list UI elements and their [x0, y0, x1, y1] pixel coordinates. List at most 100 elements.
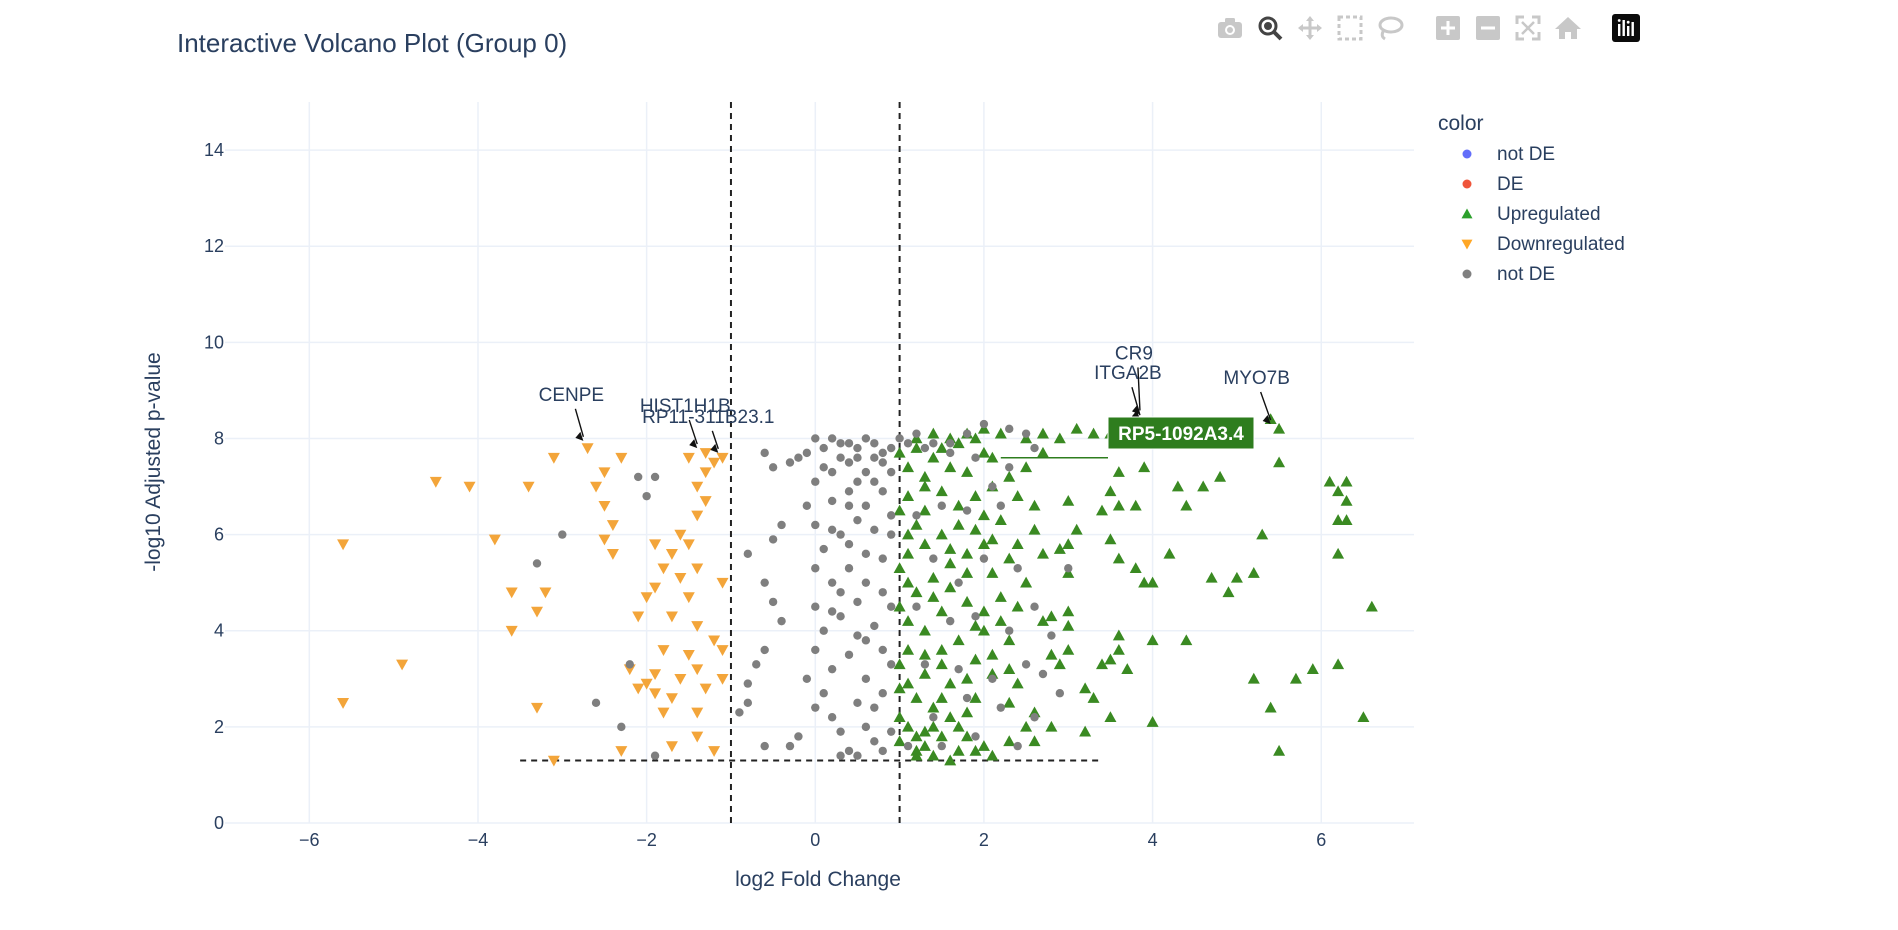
downregulated-point	[640, 678, 653, 690]
x-tick-label: 6	[1316, 830, 1326, 850]
not-de-point	[819, 463, 828, 472]
upregulated-point	[935, 658, 948, 670]
upregulated-point	[918, 725, 931, 737]
zoom-out-icon[interactable]	[1470, 11, 1506, 45]
not-de-point	[1021, 660, 1031, 669]
annotation-label: CR9	[1115, 343, 1153, 364]
not-de-point	[811, 434, 820, 443]
legend-item[interactable]: DE	[1462, 174, 1524, 195]
upregulated-point	[902, 528, 915, 540]
not-de-point	[946, 439, 955, 448]
upregulated-point	[1020, 576, 1033, 588]
upregulated-point	[1079, 682, 1092, 694]
upregulated-point	[1087, 427, 1100, 439]
upregulated-point	[1163, 547, 1176, 559]
upregulated-point	[1332, 547, 1345, 559]
lasso-select-icon[interactable]	[1372, 11, 1408, 45]
not-de-point	[844, 458, 854, 467]
upregulated-point	[1036, 615, 1049, 626]
downregulated-point	[657, 563, 670, 575]
upregulated-point	[902, 490, 915, 501]
upregulated-point	[918, 470, 931, 482]
upregulated-point	[1180, 499, 1193, 511]
y-axis-ticks: 0 2 4 6 8 10 12 14	[204, 140, 224, 833]
not-de-point	[962, 429, 972, 438]
not-de-point	[844, 540, 854, 549]
not-de-point	[836, 530, 845, 539]
legend-item[interactable]: Downregulated	[1461, 234, 1625, 255]
upregulated-point	[1332, 514, 1345, 525]
legend-marker	[1462, 149, 1472, 159]
not-de-point	[827, 713, 837, 722]
x-tick-label: 2	[979, 830, 989, 850]
upregulated-point	[1011, 677, 1024, 689]
upregulated-point	[910, 730, 923, 742]
legend-item[interactable]: not DE	[1462, 264, 1556, 285]
upregulated-point	[918, 667, 931, 679]
upregulated-point	[893, 658, 906, 670]
upregulated-point	[902, 615, 915, 626]
legend-item[interactable]: Upregulated	[1461, 204, 1601, 225]
not-de-point	[996, 501, 1006, 510]
upregulated-point	[994, 427, 1007, 439]
camera-icon[interactable]	[1212, 11, 1248, 45]
upregulated-point	[1112, 643, 1125, 655]
upregulated-point	[1053, 543, 1066, 554]
not-de-point	[1013, 564, 1022, 573]
not-de-point	[532, 559, 542, 568]
zoom-in-icon[interactable]	[1430, 11, 1466, 45]
upregulated-point	[1112, 629, 1125, 641]
upregulated-point	[893, 682, 906, 694]
box-select-icon[interactable]	[1332, 11, 1368, 45]
upregulated-point	[910, 518, 923, 530]
reset-axes-icon[interactable]	[1550, 11, 1586, 45]
upregulated-point	[918, 504, 931, 516]
upregulated-point	[1340, 494, 1353, 506]
downregulated-point	[539, 587, 552, 599]
upregulated-point	[935, 442, 948, 453]
upregulated-point	[893, 711, 906, 723]
downregulated-point	[674, 529, 687, 541]
upregulated-point	[935, 605, 948, 617]
downregulated-point	[488, 534, 501, 546]
not-de-point	[878, 689, 887, 698]
downregulated-point	[615, 452, 628, 464]
autoscale-icon[interactable]	[1510, 11, 1546, 45]
not-de-point	[650, 472, 660, 482]
downregulated-point	[699, 683, 712, 695]
upregulated-point	[893, 504, 906, 516]
upregulated-point	[1020, 461, 1033, 473]
upregulated-point	[1365, 600, 1378, 612]
upregulated-point	[935, 485, 948, 497]
upregulated-point	[986, 749, 999, 761]
not-de-point	[853, 477, 862, 486]
pan-icon[interactable]	[1292, 11, 1328, 45]
upregulated-point	[927, 427, 940, 439]
x-tick-label: −2	[636, 830, 657, 850]
upregulated-point	[1011, 538, 1024, 550]
upregulated-point	[1104, 653, 1117, 665]
not-de-point	[878, 458, 887, 467]
not-de-point	[819, 689, 828, 698]
not-de-point	[777, 520, 786, 530]
not-de-point	[886, 511, 896, 520]
legend-item[interactable]: not DE	[1462, 144, 1556, 165]
downregulated-point	[691, 664, 704, 676]
zoom-icon[interactable]	[1252, 11, 1288, 45]
upregulated-point	[1256, 528, 1269, 540]
upregulated-point	[1095, 658, 1108, 670]
not-de-point	[794, 453, 803, 462]
upregulated-point	[952, 634, 965, 646]
upregulated-point	[1332, 658, 1345, 670]
downregulated-point	[682, 452, 695, 464]
upregulated-point	[1079, 725, 1092, 737]
data-points[interactable]	[337, 413, 1378, 767]
not-de-point	[853, 631, 862, 640]
not-de-point	[819, 544, 828, 554]
not-de-point	[853, 443, 862, 453]
annotation-arrow	[1259, 391, 1272, 421]
upregulated-point	[1003, 634, 1016, 646]
upregulated-point	[1230, 571, 1243, 583]
plotly-logo-icon[interactable]	[1608, 11, 1644, 45]
